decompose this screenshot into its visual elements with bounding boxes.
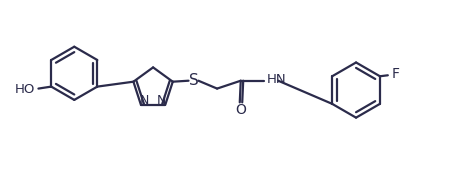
Text: O: O bbox=[235, 103, 246, 117]
Text: N: N bbox=[157, 94, 166, 107]
Text: HO: HO bbox=[15, 83, 35, 96]
Text: F: F bbox=[391, 67, 399, 81]
Text: S: S bbox=[188, 73, 198, 88]
Text: HN: HN bbox=[266, 73, 285, 86]
Text: N: N bbox=[139, 94, 149, 107]
